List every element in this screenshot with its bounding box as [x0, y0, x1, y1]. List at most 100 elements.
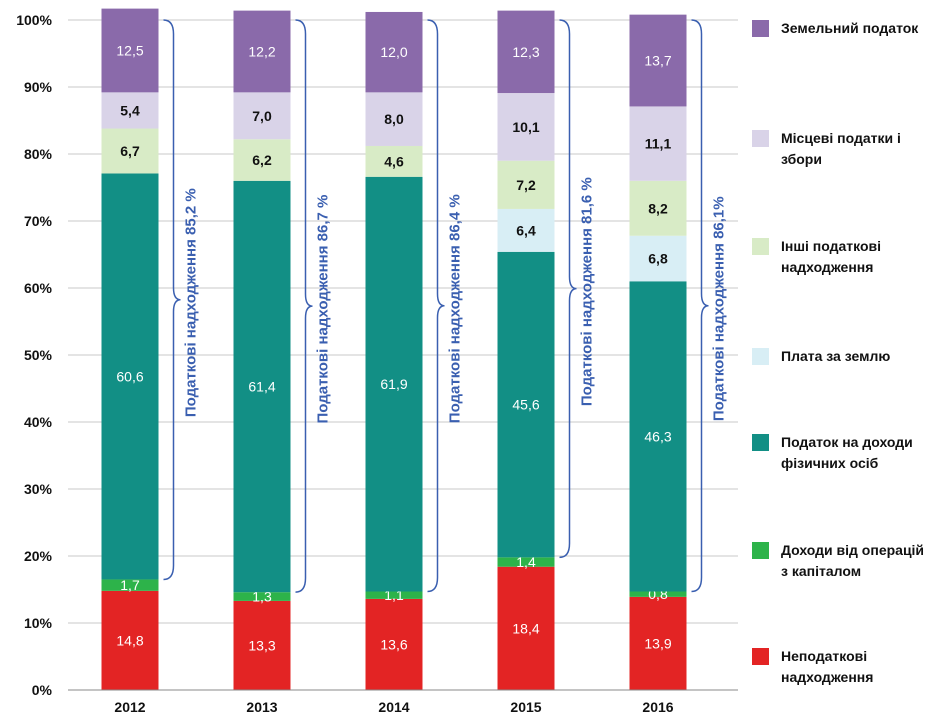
x-tick-label: 2015 [510, 699, 541, 715]
bar-segment [497, 566, 555, 690]
bar-segment [629, 14, 687, 107]
y-tick-label: 70% [24, 213, 53, 229]
x-tick-label: 2012 [114, 699, 145, 715]
brace [295, 19, 313, 593]
bar-stack-2014: 13,61,161,94,68,012,0 [365, 11, 423, 690]
legend-swatch [752, 542, 769, 559]
bar-segment [365, 92, 423, 146]
bar-data-label: 12,5 [116, 42, 143, 58]
brace-label: Податкові надходження 86,1% [711, 196, 728, 421]
tax-braces: Податкові надходження 85,2 % Податкові на… [163, 19, 728, 593]
bar-data-label: 7,0 [252, 108, 272, 124]
y-tick-label: 30% [24, 481, 53, 497]
bar-segment [233, 600, 291, 690]
bar-segment [101, 590, 159, 690]
bar-stack-2013: 13,3 1,3 61,4 6,2 7,0 12,2 [233, 10, 291, 690]
y-tick-label: 0% [32, 682, 53, 698]
bar-data-label: 6,4 [516, 222, 536, 238]
legend-item-capital-ops: Доходи від операцій з капіталом [752, 540, 929, 582]
bar-data-label: 13,6 [380, 636, 407, 652]
bar-data-label: 60,6 [116, 368, 143, 384]
bar-segment [629, 106, 687, 181]
bar-data-label: 8,0 [384, 111, 404, 127]
legend-item-non-tax: Неподаткові надходження [752, 646, 929, 688]
bar-data-label: 46,3 [644, 428, 671, 444]
brace-label: Податкові надходження 81,6 % [579, 177, 596, 406]
bar-segment [233, 592, 291, 601]
bar-segment [629, 596, 687, 690]
bar-data-label: 6,2 [252, 152, 272, 168]
bar-stack-2015: 18,4 1,4 45,6 6,4 7,2 10,1 12,3 [497, 10, 555, 690]
x-tick-label: 2013 [246, 699, 277, 715]
x-tick-label: 2014 [378, 699, 409, 715]
y-tick-label: 20% [24, 548, 53, 564]
bar-data-label: 8,2 [648, 200, 668, 216]
legend-label: Місцеві податки і збори [781, 130, 901, 167]
y-tick-label: 60% [24, 280, 53, 296]
bar-data-label: 13,3 [248, 637, 275, 653]
bar-segment [365, 598, 423, 690]
bar-segment [365, 145, 423, 177]
bar-data-label: 61,9 [380, 376, 407, 392]
legend-swatch [752, 20, 769, 37]
y-tick-label: 80% [24, 146, 53, 162]
bar-data-label: 1,7 [120, 577, 140, 593]
bar-segment [497, 93, 555, 161]
bar-data-label: 13,9 [644, 635, 671, 651]
bar-data-label: 12,0 [380, 44, 407, 60]
legend-swatch [752, 648, 769, 665]
bar-data-label: 14,8 [116, 632, 143, 648]
legend-label: Інші податкові надходження [781, 238, 882, 275]
bar-segment [233, 180, 291, 593]
brace-label: Податкові надходження 86,4 % [447, 194, 464, 423]
bar-data-label: 11,1 [645, 136, 672, 152]
legend-swatch [752, 348, 769, 365]
bar-segment [101, 128, 159, 174]
bar-data-label: 45,6 [512, 397, 539, 413]
bar-segment [101, 92, 159, 129]
legend-item-land-fee: Плата за землю [752, 346, 929, 367]
brace-label: Податкові надходження 86,7 % [315, 195, 332, 424]
legend-label: Плата за землю [781, 348, 891, 364]
legend-label: Податок на доходи фізичних осіб [781, 434, 913, 471]
legend-label: Доходи від операцій з капіталом [781, 542, 925, 579]
bar-data-label: 4,6 [384, 153, 404, 169]
bar-segment [365, 176, 423, 592]
y-tick-label: 10% [24, 615, 53, 631]
bar-data-label: 18,4 [512, 620, 539, 636]
bar-segment [365, 11, 423, 93]
bar-segment [497, 557, 555, 567]
y-tick-label: 50% [24, 347, 53, 363]
bar-stack-2012: 14,8 1,7 60,6 6,7 5,4 12,5 [101, 8, 159, 690]
y-tick-label: 40% [24, 414, 53, 430]
bar-segment [101, 8, 159, 93]
y-axis-ticks: 0% 10% 20% 30% 40% 50% 60% 70% 80% 90% 100% [16, 12, 52, 698]
brace-label: Податкові надходження 85,2 % [183, 188, 200, 417]
bar-data-label: 61,4 [248, 378, 275, 394]
brace [427, 19, 445, 593]
bar-data-label: 13,7 [644, 53, 671, 69]
bar-segment [497, 251, 555, 558]
x-tick-label: 2016 [642, 699, 673, 715]
bar-segment [365, 591, 423, 599]
bar-segment [233, 92, 291, 140]
bar-segment [497, 160, 555, 209]
y-tick-label: 100% [16, 12, 52, 28]
x-axis-ticks: 2012 2013 2014 2015 2016 [114, 699, 673, 715]
legend-swatch [752, 130, 769, 147]
bar-data-label: 5,4 [120, 102, 140, 118]
bar-segment [629, 281, 687, 592]
legend-swatch [752, 434, 769, 451]
legend-label: Земельний податок [781, 20, 919, 36]
bar-segment [101, 579, 159, 591]
bar-data-label: 6,8 [648, 251, 668, 267]
bar-segment [629, 180, 687, 236]
bar-data-label: 7,2 [516, 177, 536, 193]
bar-segment [233, 139, 291, 181]
bar-data-label: 12,2 [248, 43, 275, 59]
legend-item-land-tax: Земельний податок [752, 18, 929, 39]
legend-item-local-taxes: Місцеві податки і збори [752, 128, 929, 170]
bar-data-label: 1,4 [516, 554, 536, 570]
legend-item-other-tax: Інші податкові надходження [752, 236, 929, 278]
